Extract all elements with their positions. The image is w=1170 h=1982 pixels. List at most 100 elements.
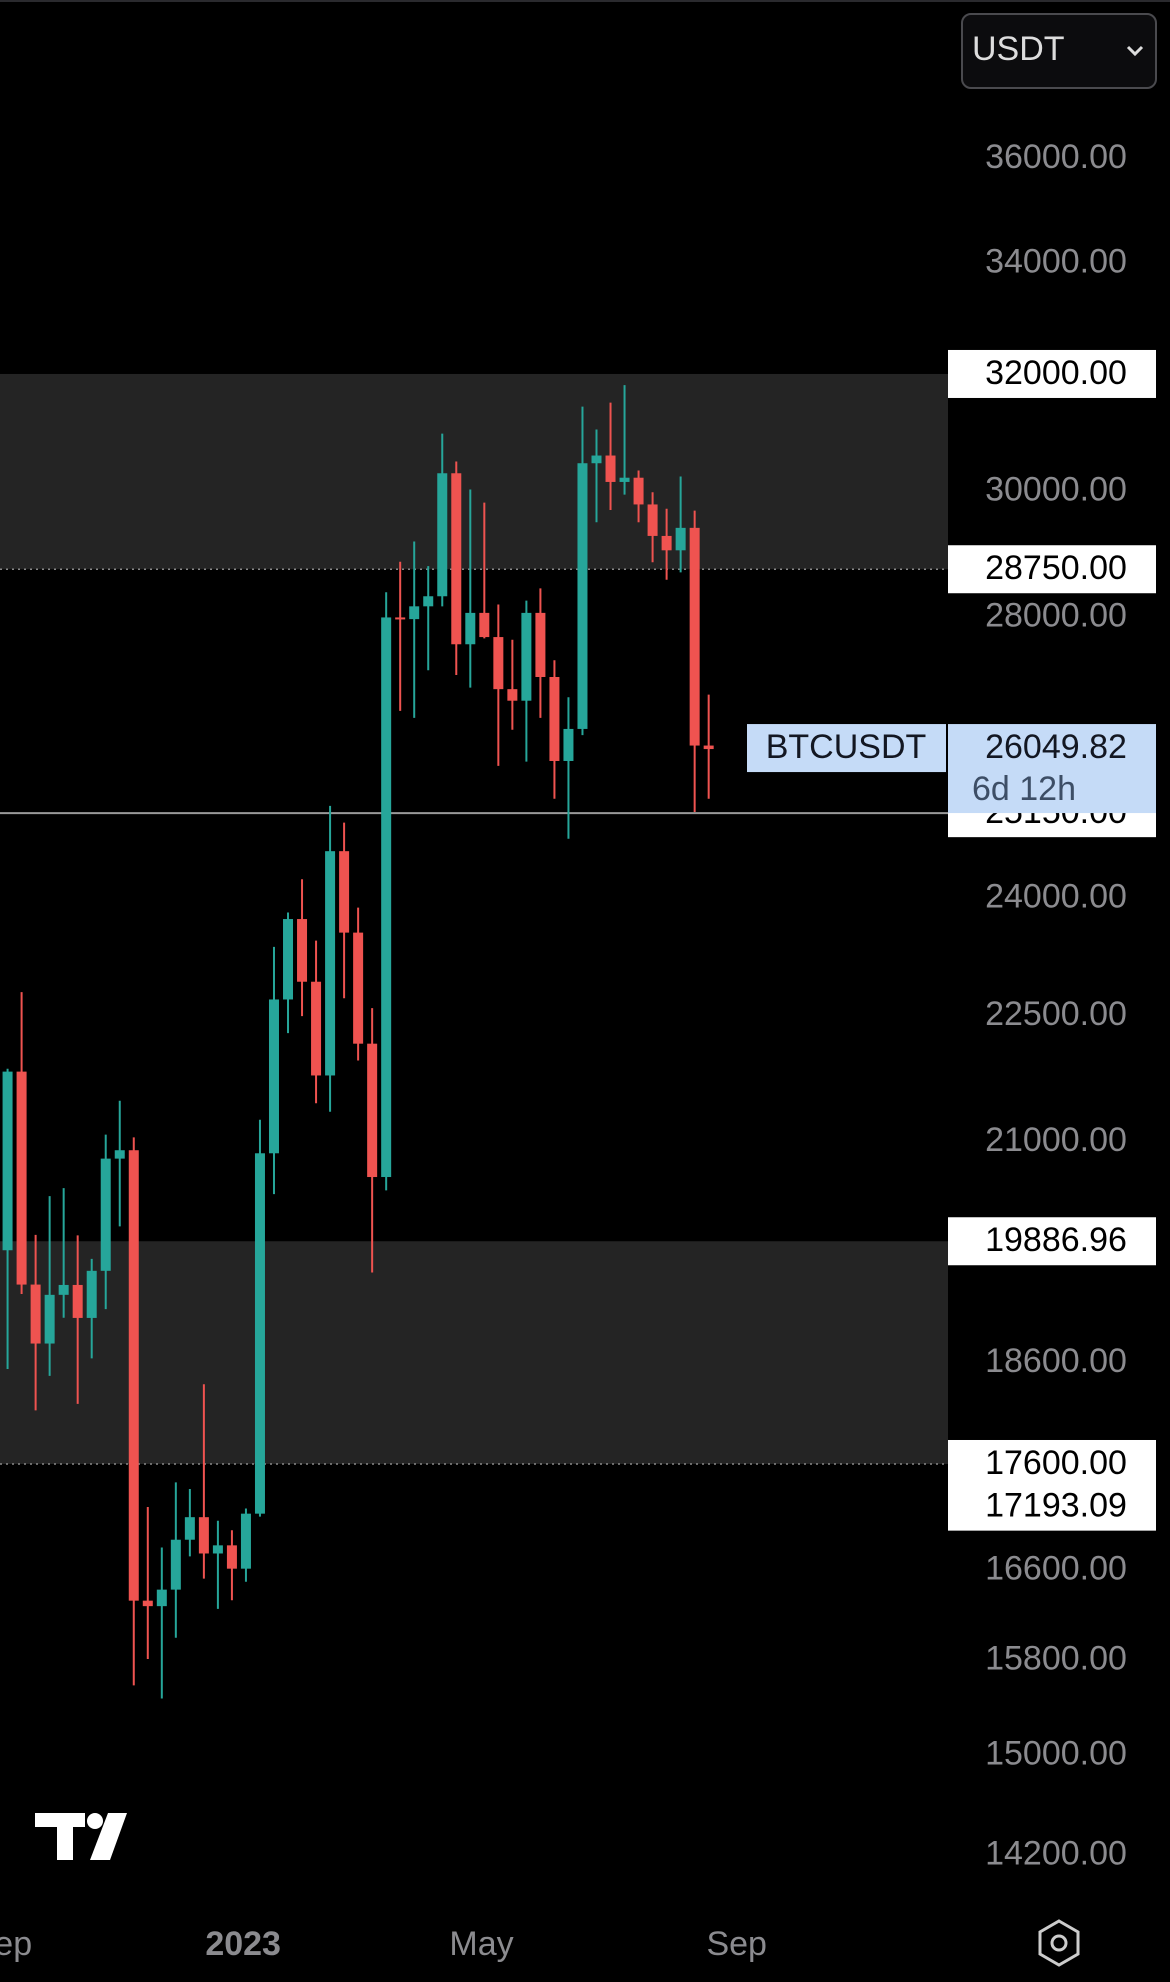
symbol-label: BTCUSDT xyxy=(766,728,927,766)
candle-body xyxy=(577,463,588,729)
y-tick-label: 15800.00 xyxy=(985,1640,1127,1678)
candle-body xyxy=(451,473,462,645)
candle-body xyxy=(689,527,700,746)
zone-bottom-label: 28750.00 xyxy=(985,549,1127,587)
candle-body xyxy=(268,999,279,1154)
zones xyxy=(0,373,948,1465)
candle-body xyxy=(647,504,658,536)
logo-part xyxy=(87,1813,103,1829)
candle-body xyxy=(170,1539,181,1590)
candle-body xyxy=(633,477,644,505)
candle-body xyxy=(226,1545,237,1569)
zone-top-box xyxy=(948,1217,1156,1266)
candle-body xyxy=(409,606,420,620)
candle-body xyxy=(100,1158,111,1271)
selector-box[interactable] xyxy=(961,13,1157,89)
price-axis: 36000.00 34000.00 30000.00 28000.00 24000.00… xyxy=(0,138,1127,1963)
candle-body xyxy=(325,851,336,1076)
y-tick-label: 14200.00 xyxy=(985,1834,1127,1872)
candle-body xyxy=(619,477,630,482)
y-tick-label: 18600.00 xyxy=(985,1342,1127,1380)
y-tick-label: 34000.00 xyxy=(985,242,1127,280)
level-box xyxy=(948,1482,1156,1531)
zone-bottom-box xyxy=(948,1439,1156,1488)
zone-bottom-label: 17600.00 xyxy=(985,1444,1127,1482)
candle-body xyxy=(703,745,714,750)
candle-body xyxy=(297,919,308,982)
zone-top-label: 32000.00 xyxy=(985,354,1127,392)
settings-hexagon[interactable] xyxy=(1038,1919,1080,1967)
zone-bottom-box xyxy=(948,545,1156,594)
candle-body xyxy=(254,1153,265,1514)
zone xyxy=(0,373,948,570)
candles xyxy=(2,385,714,1699)
candle-body xyxy=(86,1270,97,1318)
candle-body xyxy=(114,1150,125,1159)
logo-part xyxy=(57,1813,73,1860)
candle-body xyxy=(549,677,560,761)
candle-body xyxy=(311,981,322,1076)
candle-body xyxy=(212,1545,223,1554)
candle-body xyxy=(72,1284,83,1318)
zone-top-label: 19886.96 xyxy=(985,1221,1127,1259)
candle-body xyxy=(465,612,476,645)
candle-body xyxy=(535,612,546,678)
candle-body xyxy=(2,1071,13,1251)
y-tick-label: 24000.00 xyxy=(985,877,1127,915)
candle-body xyxy=(605,455,616,482)
candle-body xyxy=(142,1600,153,1607)
y-tick-label: 30000.00 xyxy=(985,471,1127,509)
y-tick-label: 21000.00 xyxy=(985,1121,1127,1159)
logo-part xyxy=(90,1813,127,1860)
candle-body xyxy=(184,1517,195,1540)
candle-body xyxy=(521,612,532,701)
y-tick-label: 36000.00 xyxy=(985,138,1127,176)
x-tick-label: Sep xyxy=(706,1925,767,1963)
candle-body xyxy=(339,851,350,933)
x-tick-label: 2023 xyxy=(205,1925,281,1963)
zone-top-box xyxy=(948,349,1156,398)
candle-body xyxy=(493,637,504,690)
candle-body xyxy=(58,1284,69,1295)
x-tick-label: May xyxy=(449,1925,513,1963)
candle-body xyxy=(423,596,434,607)
y-tick-label: 22500.00 xyxy=(985,995,1127,1033)
settings-dot[interactable] xyxy=(1050,1934,1068,1952)
candle-body xyxy=(16,1071,27,1285)
candle-body xyxy=(437,473,448,597)
last-price-label: 26049.82 xyxy=(985,728,1127,766)
countdown-label: 6d 12h xyxy=(972,770,1076,808)
candle-body xyxy=(381,617,392,1178)
chevron[interactable] xyxy=(1126,45,1144,57)
last-price-box xyxy=(948,724,1156,814)
x-tick-label: ep xyxy=(0,1925,32,1963)
candle-body xyxy=(591,455,602,464)
candle-body xyxy=(128,1150,139,1601)
y-tick-label: 28000.00 xyxy=(985,596,1127,634)
candle-body xyxy=(675,527,686,551)
logo xyxy=(35,1813,127,1860)
candle-body xyxy=(661,535,672,551)
candle-body xyxy=(198,1517,209,1554)
candle-body xyxy=(240,1513,251,1569)
selector-text[interactable]: USDT xyxy=(972,30,1065,68)
symbol-box xyxy=(747,724,946,773)
y-tick-label: 16600.00 xyxy=(985,1550,1127,1588)
settings-button[interactable] xyxy=(1038,1919,1080,1967)
price-labels: 32000.0028750.0019886.9617600.0025150.00… xyxy=(747,349,1156,1531)
candle-body xyxy=(44,1294,55,1344)
candle-body xyxy=(479,612,490,638)
currency-selector[interactable]: USDT xyxy=(961,13,1157,89)
candle-body xyxy=(507,689,518,701)
candle-body xyxy=(353,932,364,1044)
level-label: 17193.09 xyxy=(985,1487,1127,1525)
zone xyxy=(0,1241,948,1464)
candle-body xyxy=(283,919,294,1000)
candle-body xyxy=(395,617,406,620)
y-tick-label: 15000.00 xyxy=(985,1734,1127,1772)
candle-body xyxy=(367,1043,378,1178)
candle-body xyxy=(563,728,574,761)
